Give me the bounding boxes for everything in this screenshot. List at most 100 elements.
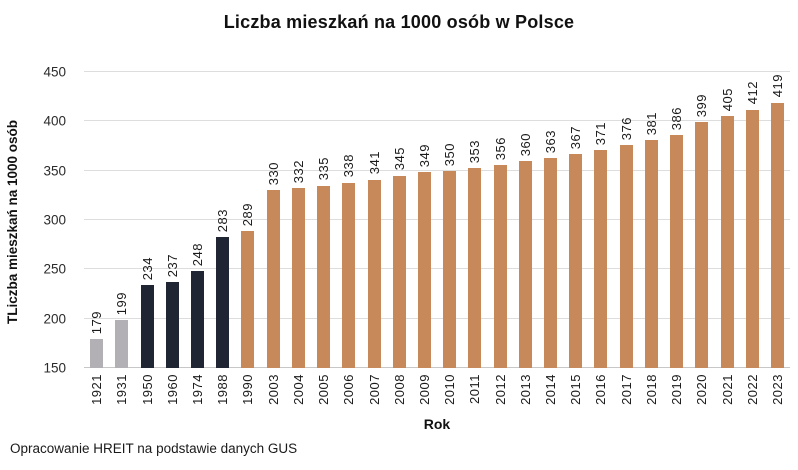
bar-1950 xyxy=(140,285,154,368)
bar-2015 xyxy=(569,153,583,368)
bar-slot-2014: 363 xyxy=(538,72,563,368)
x-tick-slot-1931: 1931 xyxy=(109,374,134,405)
x-tick-slot-2022: 2022 xyxy=(740,374,765,405)
x-axis-title: Rok xyxy=(423,416,451,432)
x-tick-label-2016: 2016 xyxy=(593,374,609,405)
bar-slot-1974: 248 xyxy=(185,72,210,368)
bar-slot-2021: 405 xyxy=(714,72,739,368)
x-tick-slot-1921: 1921 xyxy=(84,374,109,405)
bar-slot-2012: 356 xyxy=(488,72,513,368)
bar-slot-2019: 386 xyxy=(664,72,689,368)
bar-2012 xyxy=(493,164,507,368)
x-tick-slot-2012: 2012 xyxy=(488,374,513,405)
x-axis-ticks: 1921 1931 1950 1960 1974 1988 1990 2003 2004 2005… xyxy=(84,374,790,420)
x-tick-label-2017: 2017 xyxy=(618,374,634,405)
x-tick-slot-2005: 2005 xyxy=(311,374,336,405)
bar-value-label-2021: 405 xyxy=(719,88,735,112)
bar-value-label-2006: 338 xyxy=(341,154,357,178)
bar-value-label-2014: 363 xyxy=(543,129,559,153)
bar-value-label-2005: 335 xyxy=(316,157,332,181)
bar-value-label-2015: 367 xyxy=(568,125,584,149)
bar-value-label-2018: 381 xyxy=(643,111,659,136)
y-tick-label-450: 450 xyxy=(43,64,66,80)
x-tick-slot-2007: 2007 xyxy=(361,374,386,405)
x-tick-label-1921: 1921 xyxy=(89,374,105,405)
bar-value-label-2022: 412 xyxy=(744,81,760,105)
gridline-450 xyxy=(84,71,790,72)
x-tick-label-2009: 2009 xyxy=(416,374,432,405)
bar-1974 xyxy=(190,271,204,368)
bar-value-label-2013: 360 xyxy=(517,132,533,156)
x-tick-label-2012: 2012 xyxy=(492,374,508,405)
bar-slot-2009: 349 xyxy=(412,72,437,368)
x-tick-slot-1988: 1988 xyxy=(210,374,235,405)
bar-slot-2011: 353 xyxy=(462,72,487,368)
x-tick-label-1950: 1950 xyxy=(139,374,155,405)
x-tick-label-1974: 1974 xyxy=(189,374,205,405)
x-tick-label-1990: 1990 xyxy=(240,374,256,405)
x-tick-label-2013: 2013 xyxy=(517,374,533,405)
bar-value-label-2003: 330 xyxy=(265,162,281,186)
gridline-250 xyxy=(84,268,790,270)
bar-2022 xyxy=(745,109,759,368)
bar-2018 xyxy=(644,140,658,368)
x-tick-label-2010: 2010 xyxy=(442,374,458,405)
x-tick-slot-1990: 1990 xyxy=(235,374,260,405)
plot-area: 179 199 234 237 248 283 289 330 332 335 338 341 345 3… xyxy=(84,71,790,368)
bar-slot-2018: 381 xyxy=(639,72,664,368)
bar-value-label-2016: 371 xyxy=(593,121,609,145)
x-tick-label-2015: 2015 xyxy=(568,374,584,405)
bar-slot-1988: 283 xyxy=(210,72,235,368)
bar-1931 xyxy=(115,319,129,368)
bar-1921 xyxy=(90,339,104,368)
x-tick-label-2006: 2006 xyxy=(341,374,357,405)
x-tick-slot-2019: 2019 xyxy=(664,374,689,405)
bar-value-label-2011: 353 xyxy=(467,139,483,163)
x-tick-label-1931: 1931 xyxy=(114,374,130,405)
bar-value-label-2008: 345 xyxy=(391,147,407,171)
bar-slot-2015: 367 xyxy=(563,72,588,368)
y-tick-label-300: 300 xyxy=(43,212,66,228)
bar-slot-1921: 179 xyxy=(84,72,109,368)
x-tick-label-2019: 2019 xyxy=(669,374,685,405)
x-tick-slot-2009: 2009 xyxy=(412,374,437,405)
x-tick-slot-2014: 2014 xyxy=(538,374,563,405)
x-tick-label-2018: 2018 xyxy=(643,374,659,405)
bar-value-label-1990: 289 xyxy=(240,202,256,226)
x-tick-slot-2023: 2023 xyxy=(765,374,790,405)
y-tick-label-200: 200 xyxy=(43,310,66,326)
x-tick-label-2007: 2007 xyxy=(366,374,382,405)
x-tick-label-2008: 2008 xyxy=(391,374,407,405)
bar-slot-2006: 338 xyxy=(336,72,361,368)
x-tick-slot-2011: 2011 xyxy=(462,374,487,404)
bar-slot-2020: 399 xyxy=(689,72,714,368)
x-tick-slot-2008: 2008 xyxy=(387,374,412,405)
source-attribution: Opracowanie HREIT na podstawie danych GU… xyxy=(10,441,298,456)
bar-2005 xyxy=(317,185,331,368)
x-tick-label-2014: 2014 xyxy=(543,374,559,405)
x-tick-label-2021: 2021 xyxy=(719,374,735,405)
bar-slot-1950: 234 xyxy=(134,72,159,368)
bar-slot-2013: 360 xyxy=(513,72,538,368)
bar-slot-1990: 289 xyxy=(235,72,260,368)
x-tick-slot-2021: 2021 xyxy=(714,374,739,405)
bar-slot-2005: 335 xyxy=(311,72,336,368)
bar-1990 xyxy=(241,230,255,368)
bar-value-label-1931: 199 xyxy=(114,291,130,315)
bar-slot-2010: 350 xyxy=(437,72,462,368)
gridline-300 xyxy=(84,219,790,220)
bar-slot-1960: 237 xyxy=(160,72,185,368)
bar-value-label-1988: 283 xyxy=(215,208,231,232)
x-tick-slot-2010: 2010 xyxy=(437,374,462,405)
bar-slot-2023: 419 xyxy=(765,72,790,368)
bar-2007 xyxy=(367,179,381,368)
x-tick-slot-2006: 2006 xyxy=(336,374,361,405)
bar-2013 xyxy=(518,160,532,368)
x-tick-label-1960: 1960 xyxy=(164,374,180,405)
gridline-200 xyxy=(84,317,790,319)
x-tick-label-2023: 2023 xyxy=(770,374,786,405)
bar-slot-2008: 345 xyxy=(387,72,412,368)
bar-2009 xyxy=(417,171,431,368)
bar-2004 xyxy=(291,188,305,368)
